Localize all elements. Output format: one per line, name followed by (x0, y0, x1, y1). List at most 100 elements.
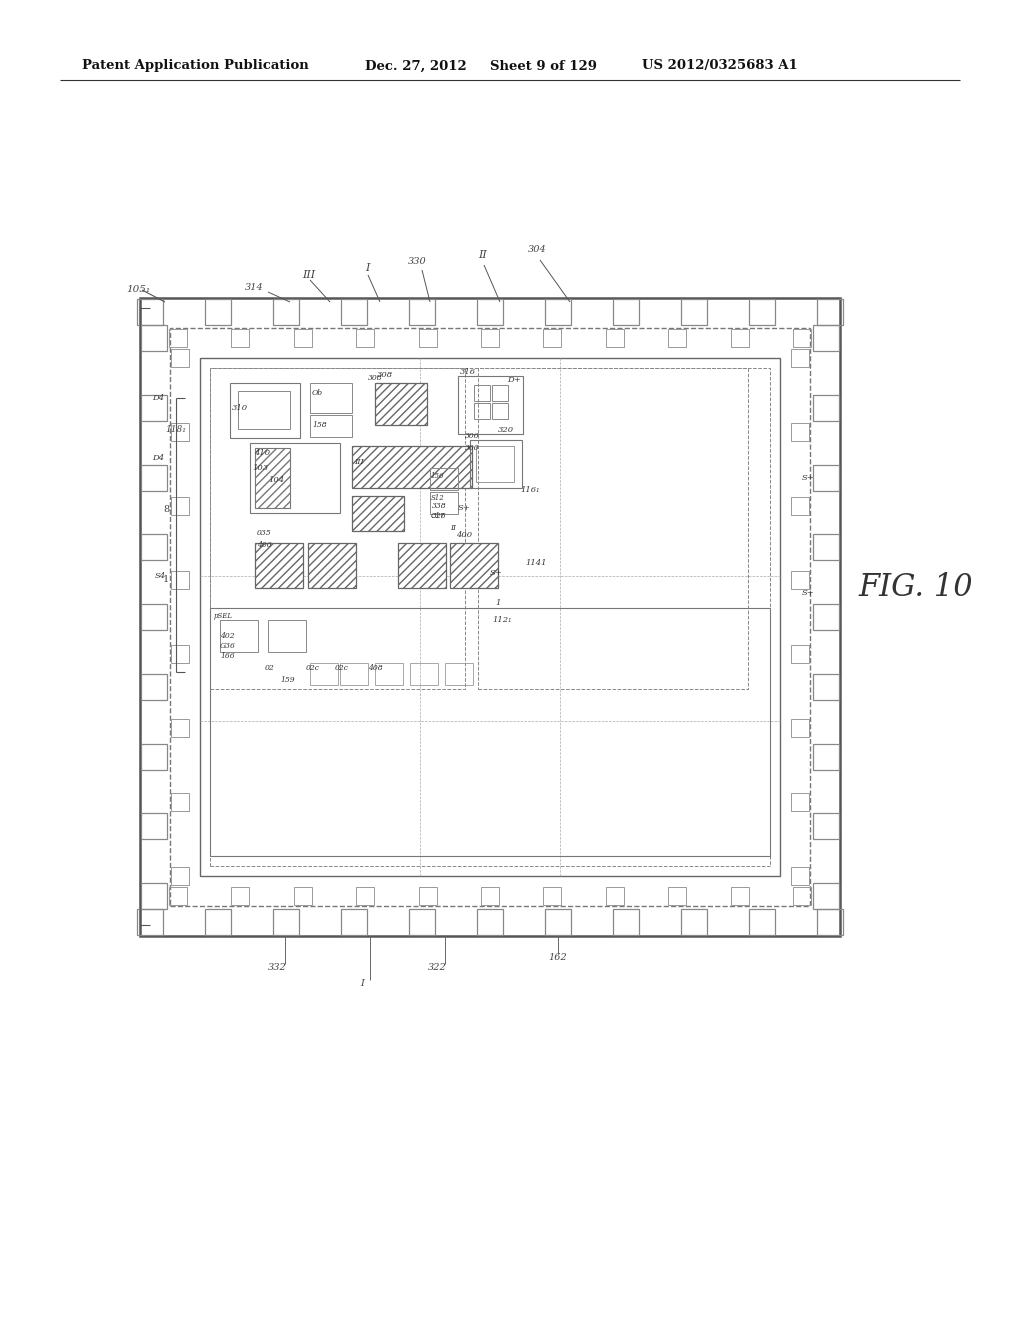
Bar (681, 300, 707, 325)
Bar (171, 348, 189, 367)
Bar (210, 368, 465, 689)
Text: I: I (365, 263, 370, 273)
Bar (137, 909, 163, 935)
Text: D+: D+ (507, 376, 521, 384)
Bar (791, 498, 809, 515)
Text: S+: S+ (802, 589, 815, 597)
Bar (169, 887, 187, 906)
Text: 408: 408 (368, 664, 383, 672)
Bar (375, 383, 427, 425)
Bar (310, 383, 352, 413)
Bar (340, 663, 368, 685)
Text: II: II (450, 524, 456, 532)
Text: D4: D4 (152, 393, 164, 403)
Bar (230, 383, 300, 438)
Bar (813, 743, 839, 770)
Bar (210, 368, 770, 866)
Bar (141, 743, 167, 770)
Bar (458, 376, 523, 434)
Text: 308: 308 (368, 374, 383, 381)
Bar (356, 887, 374, 906)
Text: 02: 02 (265, 664, 274, 672)
Bar (730, 887, 749, 906)
Bar (813, 535, 839, 560)
Text: 02c: 02c (306, 664, 319, 672)
Bar (171, 645, 189, 663)
Bar (141, 465, 167, 491)
Text: FIG. 10: FIG. 10 (858, 572, 973, 602)
Bar (791, 422, 809, 441)
Text: 1: 1 (163, 576, 169, 585)
Text: 406: 406 (257, 541, 271, 549)
Bar (730, 329, 749, 347)
Bar (141, 325, 167, 351)
Bar (478, 368, 749, 689)
Text: 105₁: 105₁ (126, 285, 150, 294)
Bar (669, 329, 686, 347)
Bar (310, 663, 338, 685)
Bar (294, 329, 311, 347)
Bar (170, 327, 810, 906)
Text: 306: 306 (465, 432, 479, 440)
Bar (137, 300, 163, 325)
Text: US 2012/0325683 A1: US 2012/0325683 A1 (642, 59, 798, 73)
Bar (255, 447, 290, 508)
Text: 158: 158 (312, 421, 327, 429)
Bar (481, 887, 499, 906)
Bar (220, 620, 258, 652)
Bar (410, 663, 438, 685)
Bar (308, 543, 356, 587)
Text: Sheet 9 of 129: Sheet 9 of 129 (490, 59, 597, 73)
Bar (140, 298, 840, 936)
Text: 116₁: 116₁ (520, 486, 540, 494)
Bar (474, 403, 490, 418)
Text: 402: 402 (220, 632, 234, 640)
Text: 112₁: 112₁ (492, 616, 512, 624)
Bar (813, 813, 839, 840)
Bar (813, 883, 839, 909)
Text: pSEL: pSEL (214, 612, 233, 620)
Text: 338: 338 (432, 502, 446, 510)
Bar (273, 300, 299, 325)
Bar (352, 496, 404, 531)
Bar (606, 887, 624, 906)
Text: S+: S+ (802, 474, 815, 482)
Bar (793, 329, 811, 347)
Bar (681, 909, 707, 935)
Text: 314: 314 (245, 284, 264, 293)
Text: Ob: Ob (312, 389, 324, 397)
Bar (749, 909, 775, 935)
Bar (669, 887, 686, 906)
Bar (171, 719, 189, 737)
Text: 035: 035 (257, 529, 271, 537)
Bar (200, 358, 780, 876)
Bar (791, 348, 809, 367)
Bar (606, 329, 624, 347)
Bar (613, 300, 639, 325)
Bar (544, 329, 561, 347)
Bar (141, 813, 167, 840)
Text: 1141: 1141 (525, 558, 547, 568)
Bar (430, 469, 458, 490)
Text: 308: 308 (377, 371, 393, 379)
Bar (419, 887, 436, 906)
Bar (169, 329, 187, 347)
Text: 316: 316 (460, 368, 476, 376)
Bar (477, 909, 503, 935)
Text: II: II (478, 249, 486, 260)
Bar (791, 867, 809, 884)
Bar (231, 329, 250, 347)
Text: 326: 326 (432, 512, 446, 520)
Text: C17: C17 (431, 512, 445, 520)
Bar (171, 793, 189, 810)
Bar (141, 395, 167, 421)
Text: 310: 310 (232, 404, 248, 412)
Bar (817, 300, 843, 325)
Text: S+: S+ (490, 569, 503, 577)
Text: 159: 159 (280, 676, 295, 684)
Text: I: I (360, 979, 364, 989)
Bar (141, 605, 167, 630)
Text: G36: G36 (220, 642, 236, 649)
Bar (398, 543, 446, 587)
Bar (273, 909, 299, 935)
